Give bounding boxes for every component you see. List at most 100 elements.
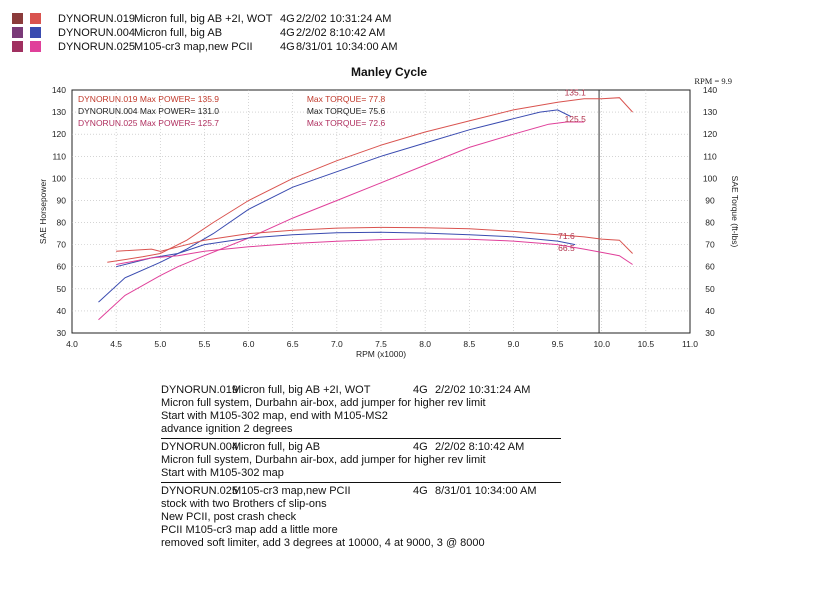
note-line: removed soft limiter, add 3 degrees at 1…: [161, 537, 485, 549]
y-tick-label: 90: [57, 195, 67, 205]
note-line: Start with M105-302 map: [161, 467, 284, 479]
y-tick-label: 40: [57, 306, 67, 316]
note-run-date: 2/2/02 8:10:42 AM: [435, 441, 525, 453]
note-run-date: 2/2/02 10:31:24 AM: [435, 384, 531, 396]
legend-run-id: DYNORUN.019: [58, 13, 136, 25]
note-header: DYNORUN.004 Micron full, big AB 4G 2/2/0…: [161, 441, 561, 454]
note-header: DYNORUN.025 M105-cr3 map,new PCII 4G 8/3…: [161, 485, 561, 498]
y2-tick-label: 60: [705, 262, 715, 272]
x-tick-label: 9.5: [552, 339, 564, 349]
y2-tick-label: 80: [705, 218, 715, 228]
y-tick-label: 100: [52, 173, 66, 183]
peak-annotation: 71.6: [558, 231, 575, 241]
y2-tick-label: 130: [703, 107, 717, 117]
color-swatch: [30, 13, 41, 24]
series-line: [107, 97, 633, 263]
legend-run-id: DYNORUN.025: [58, 41, 136, 53]
legend-run-gear: 4G: [280, 13, 295, 25]
y-tick-label: 50: [57, 284, 67, 294]
note-run-id: DYNORUN.004: [161, 441, 239, 453]
x-tick-label: 4.0: [66, 339, 78, 349]
x-tick-label: 5.0: [154, 339, 166, 349]
note-line: PCII M105-cr3 map add a little more: [161, 524, 338, 536]
y2-tick-label: 110: [703, 151, 717, 161]
y-tick-label: 60: [57, 262, 67, 272]
note-run-gear: 4G: [413, 441, 428, 453]
legend-run-date: 2/2/02 8:10:42 AM: [296, 27, 386, 39]
legend-run-desc: M105-cr3 map,new PCII: [134, 41, 253, 53]
color-swatch: [12, 41, 23, 52]
note-run-desc: M105-cr3 map,new PCII: [232, 485, 351, 497]
y2-tick-label: 40: [705, 306, 715, 316]
x-tick-label: 6.5: [287, 339, 299, 349]
x-tick-label: 11.0: [682, 339, 698, 349]
y-tick-label: 80: [57, 218, 67, 228]
y-tick-label: 30: [57, 328, 67, 338]
note-header: DYNORUN.019 Micron full, big AB +2I, WOT…: [161, 384, 561, 397]
max-power-label: DYNORUN.019 Max POWER= 135.9: [78, 94, 219, 104]
legend-run-desc: Micron full, big AB +2I, WOT: [134, 13, 273, 25]
max-torque-label: Max TORQUE= 77.8: [307, 94, 386, 104]
x-axis-label: RPM (x1000): [356, 349, 406, 359]
note-line: Micron full system, Durbahn air-box, add…: [161, 454, 486, 466]
y-tick-label: 130: [52, 107, 66, 117]
max-torque-label: Max TORQUE= 75.6: [307, 106, 386, 116]
y2-axis-label: SAE Torque (ft-lbs): [730, 176, 740, 248]
x-tick-label: 6.0: [243, 339, 255, 349]
y2-tick-label: 30: [705, 328, 715, 338]
legend-run-date: 2/2/02 10:31:24 AM: [296, 13, 392, 25]
y2-tick-label: 70: [705, 240, 715, 250]
color-swatch: [12, 13, 23, 24]
color-swatch: [30, 41, 41, 52]
max-torque-label: Max TORQUE= 72.6: [307, 118, 386, 128]
series-line: [116, 226, 633, 254]
y2-tick-label: 140: [703, 85, 717, 95]
note-line: stock with two Brothers cf slip-ons: [161, 498, 327, 510]
note-line: advance ignition 2 degrees: [161, 423, 293, 435]
x-tick-label: 8.5: [463, 339, 475, 349]
max-power-label: DYNORUN.004 Max POWER= 131.0: [78, 106, 219, 116]
x-tick-label: 8.0: [419, 339, 431, 349]
peak-annotation: 135.1: [565, 88, 587, 98]
note-block: DYNORUN.019 Micron full, big AB +2I, WOT…: [161, 384, 561, 436]
y2-tick-label: 100: [703, 173, 717, 183]
y-tick-label: 140: [52, 85, 66, 95]
note-run-date: 8/31/01 10:34:00 AM: [435, 485, 537, 497]
x-tick-label: 5.5: [199, 339, 211, 349]
dyno-chart: 4.0 4.5 5.0 5.5 6.0 6.5 7.0 7.5 8.0 8.5 9.0 9.5 10.0…: [38, 65, 740, 359]
peak-annotation: 66.5: [558, 243, 575, 253]
x-tick-label: 10.0: [593, 339, 610, 349]
peak-annotation: 125.5: [565, 114, 587, 124]
legend-run-gear: 4G: [280, 27, 295, 39]
y-tick-label: 70: [57, 240, 67, 250]
note-run-id: DYNORUN.019: [161, 384, 239, 396]
legend-run-gear: 4G: [280, 41, 295, 53]
color-swatch: [12, 27, 23, 38]
series-line: [115, 231, 576, 268]
note-block: DYNORUN.025 M105-cr3 map,new PCII 4G 8/3…: [161, 482, 561, 550]
run-notes: DYNORUN.019 Micron full, big AB +2I, WOT…: [161, 384, 561, 550]
note-run-gear: 4G: [413, 384, 428, 396]
note-line: Start with M105-302 map, end with M105-M…: [161, 410, 388, 422]
y-axis-label: SAE Horsepower: [38, 179, 48, 244]
x-tick-label: 7.5: [375, 339, 387, 349]
note-run-gear: 4G: [413, 485, 428, 497]
max-power-label: DYNORUN.025 Max POWER= 125.7: [78, 118, 219, 128]
x-tick-label: 4.5: [110, 339, 122, 349]
series-line: [116, 238, 633, 265]
color-swatch: [30, 27, 41, 38]
note-line: New PCII, post crash check: [161, 511, 297, 523]
x-tick-label: 10.5: [638, 339, 655, 349]
y-tick-label: 120: [52, 129, 66, 139]
series-line: [98, 109, 572, 303]
x-tick-label: 9.0: [508, 339, 520, 349]
legend-run-id: DYNORUN.004: [58, 27, 136, 39]
note-line: Micron full system, Durbahn air-box, add…: [161, 397, 486, 409]
x-tick-label: 7.0: [331, 339, 343, 349]
y2-tick-label: 120: [703, 129, 717, 139]
rpm-readout: RPM = 9.9: [694, 76, 732, 86]
series-line: [98, 121, 585, 321]
y-tick-label: 110: [52, 151, 66, 161]
chart-title: Manley Cycle: [351, 65, 427, 79]
y2-tick-label: 90: [705, 195, 715, 205]
